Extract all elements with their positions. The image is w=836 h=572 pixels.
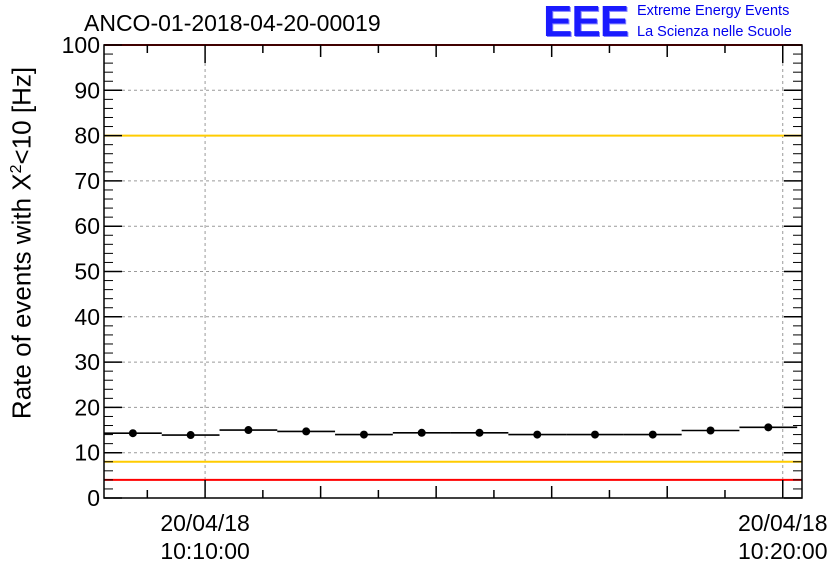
data-point	[533, 430, 542, 439]
x-tick-time: 10:20:00	[737, 538, 828, 564]
data-points	[104, 423, 798, 440]
data-point	[591, 430, 600, 439]
y-tick-label: 100	[62, 32, 100, 58]
x-tick-label: 20/04/18 10:10:00	[160, 509, 250, 565]
data-point	[186, 431, 195, 440]
data-point	[475, 428, 484, 437]
x-tick-date: 20/04/18	[737, 510, 828, 536]
reference-lines	[104, 44, 802, 481]
axis-ticks	[104, 44, 802, 499]
logo-subtitle-2: La Scienza nelle Scuole	[637, 24, 792, 40]
eee-logo: EEE	[543, 0, 629, 46]
data-point	[128, 429, 137, 438]
x-tick-date: 20/04/18	[160, 510, 250, 536]
x-tick-label: 20/04/18 10:20:00	[738, 509, 828, 565]
y-axis-label-main: Rate of events with X	[6, 173, 37, 420]
y-axis-label-tail: <10 [Hz]	[6, 66, 37, 165]
logo-subtitle-1: Extreme Energy Events	[637, 3, 790, 19]
y-tick-label: 50	[74, 259, 100, 285]
y-tick-label: 40	[74, 304, 100, 330]
data-point	[764, 423, 773, 432]
data-point	[302, 427, 311, 436]
y-tick-label: 70	[74, 168, 100, 194]
data-point	[359, 430, 368, 439]
y-tick-label: 90	[74, 77, 100, 103]
y-tick-label: 10	[74, 440, 100, 466]
y-axis-label-sup: 2	[7, 164, 25, 174]
y-axis-label: Rate of events with X2<10 [Hz]	[7, 67, 38, 419]
y-tick-label: 0	[87, 485, 100, 511]
data-point	[648, 430, 657, 439]
y-tick-labels: 0 10 20 30 40 50 60 70 80 90 100	[62, 32, 100, 511]
data-point	[244, 426, 253, 435]
x-tick-time: 10:10:00	[160, 538, 250, 564]
y-tick-label: 60	[74, 213, 100, 239]
y-tick-label: 80	[74, 123, 100, 149]
y-tick-label: 30	[74, 349, 100, 375]
y-tick-label: 20	[74, 394, 100, 420]
data-point	[417, 428, 426, 437]
data-point	[706, 426, 715, 435]
chart-title: ANCO-01-2018-04-20-00019	[84, 10, 381, 36]
